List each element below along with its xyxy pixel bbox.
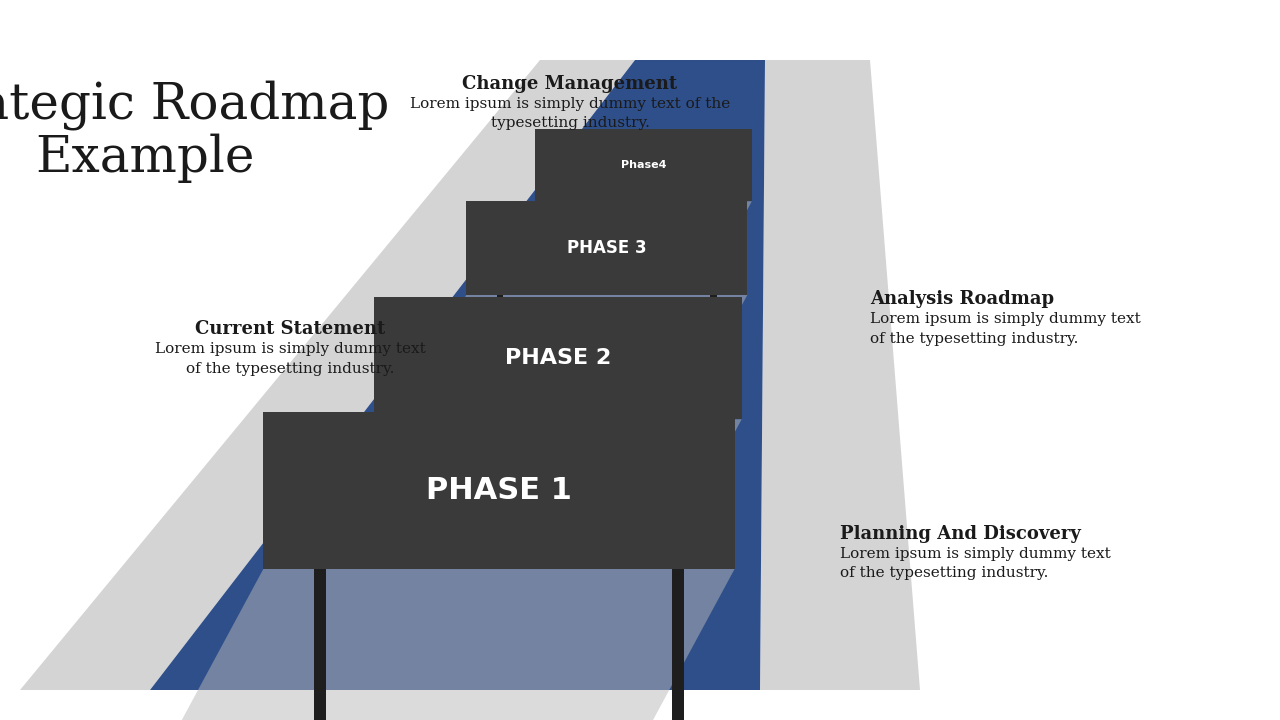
Polygon shape [416, 294, 748, 388]
Bar [535, 129, 751, 202]
Polygon shape [497, 202, 751, 274]
Text: PHASE 3: PHASE 3 [567, 239, 646, 257]
Polygon shape [692, 541, 730, 556]
Text: Phase4: Phase4 [621, 161, 667, 170]
Polygon shape [497, 388, 524, 399]
Text: Lorem ipsum is simply dummy text
of the typesetting industry.: Lorem ipsum is simply dummy text of the … [155, 342, 425, 376]
Bar [672, 569, 684, 720]
Bar [374, 297, 741, 419]
Bar [466, 201, 748, 294]
Text: Lorem ipsum is simply dummy text of the
typesetting industry.: Lorem ipsum is simply dummy text of the … [410, 97, 730, 130]
Polygon shape [179, 569, 735, 720]
Text: Change Management: Change Management [462, 75, 677, 93]
Bar [559, 202, 564, 274]
Polygon shape [20, 60, 635, 690]
Polygon shape [150, 60, 765, 690]
Text: Strategic Roadmap
Example: Strategic Roadmap Example [0, 80, 389, 184]
Bar [710, 294, 717, 388]
Text: Analysis Roadmap: Analysis Roadmap [870, 290, 1055, 308]
Bar [315, 569, 326, 720]
Text: PHASE 2: PHASE 2 [504, 348, 611, 368]
Text: PHASE 1: PHASE 1 [426, 476, 572, 505]
Bar [692, 419, 701, 541]
Polygon shape [559, 274, 580, 282]
Polygon shape [710, 388, 737, 399]
Text: Planning And Discovery: Planning And Discovery [840, 525, 1080, 543]
Bar [497, 294, 503, 388]
Polygon shape [308, 419, 741, 541]
Polygon shape [413, 541, 449, 556]
Text: Lorem ipsum is simply dummy text
of the typesetting industry.: Lorem ipsum is simply dummy text of the … [840, 547, 1111, 580]
Bar [264, 412, 735, 569]
Bar [413, 419, 422, 541]
Bar [723, 202, 728, 274]
Text: Current Statement: Current Statement [195, 320, 385, 338]
Polygon shape [760, 60, 920, 690]
Polygon shape [723, 274, 745, 282]
Text: Lorem ipsum is simply dummy text
of the typesetting industry.: Lorem ipsum is simply dummy text of the … [870, 312, 1140, 346]
